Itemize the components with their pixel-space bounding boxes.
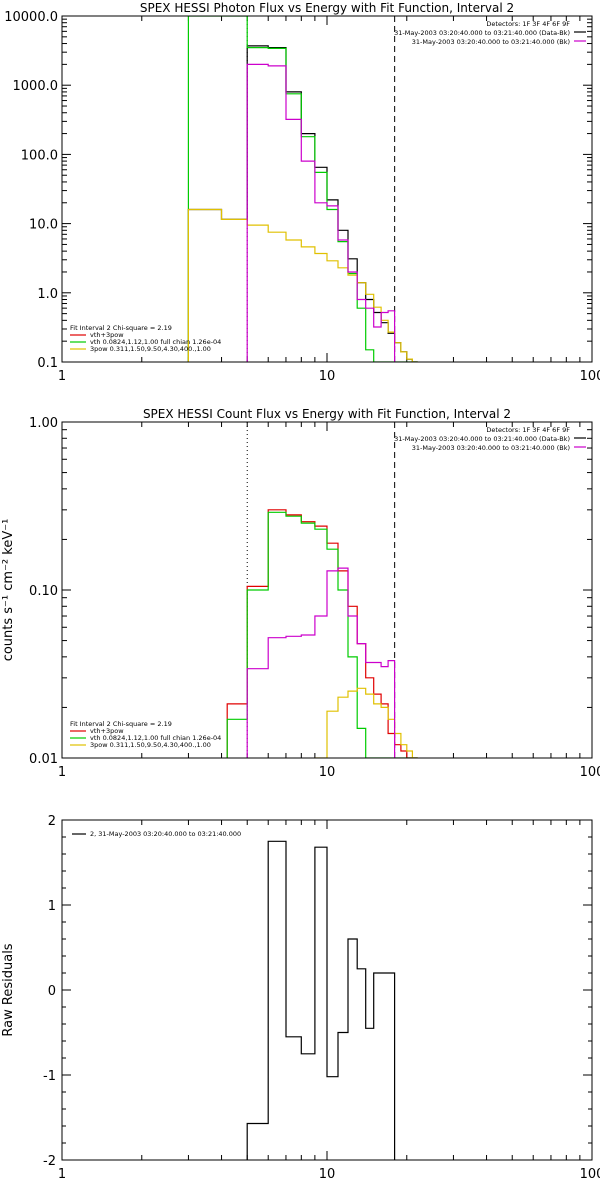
legend-entry: 2, 31-May-2003 03:20:40.000 to 03:21:40.…: [90, 830, 241, 838]
series-line: [246, 63, 396, 362]
x-tick-label: 1: [58, 1167, 66, 1182]
y-tick-label: 0.10: [29, 584, 58, 599]
plot-frame: [61, 421, 593, 759]
legend: 2, 31-May-2003 03:20:40.000 to 03:21:40.…: [72, 830, 241, 838]
legend-entry: 3pow 0.311,1.50,9.50,4.30,400.,1.00: [90, 741, 211, 749]
panel-photon: SPEX HESSI Photon Flux vs Energy with Fi…: [4, 1, 600, 384]
series-line: [187, 45, 418, 362]
series-line: [314, 687, 418, 758]
series-line: [246, 840, 396, 1160]
series-line: [226, 509, 418, 758]
legend: Fit Interval 2 Chi-square = 2.19vth+3pow…: [70, 324, 221, 353]
x-tick-label: 100: [580, 1167, 600, 1182]
legend-entry: 3pow 0.311,1.50,9.50,4.30,400.,1.00: [90, 345, 211, 353]
chart-title: SPEX HESSI Photon Flux vs Energy with Fi…: [140, 1, 514, 15]
series-group: [246, 840, 396, 1160]
legend: Fit Interval 2 Chi-square = 2.19vth+3pow…: [70, 720, 221, 749]
legend-entry: vth 0.0824,1.12,1.00 full chian 1.26e-04: [90, 734, 221, 742]
x-tick-label: 100: [580, 765, 600, 780]
x-tick-label: 10: [319, 1167, 336, 1182]
plot-frame: [61, 819, 593, 1161]
y-tick-label: 0.1: [37, 356, 58, 371]
y-tick-label: 1000.0: [13, 79, 59, 94]
panel-residuals: Raw Residuals110100210-1-22, 31-May-2003…: [1, 814, 600, 1182]
series-group: [226, 509, 418, 758]
series-line: [187, 16, 418, 362]
y-tick-label: 10000.0: [4, 10, 58, 25]
x-tick-label: 10: [319, 765, 336, 780]
y-tick-label: -2: [43, 1154, 56, 1169]
panel-count: SPEX HESSI Count Flux vs Energy with Fit…: [1, 407, 600, 780]
y-axis-label: Raw Residuals: [1, 943, 16, 1036]
header-line: 31-May-2003 03:20:40.000 to 03:21:40.000…: [412, 38, 570, 46]
header-line: 31-May-2003 03:20:40.000 to 03:21:40.000…: [394, 435, 570, 443]
y-axis: 2 1 0 -1 -2: [43, 814, 592, 1169]
y-tick-label: 1: [48, 899, 56, 914]
x-tick-label: 1: [58, 765, 66, 780]
chart-title: SPEX HESSI Count Flux vs Energy with Fit…: [143, 407, 511, 421]
legend-entry: vth+3pow: [90, 331, 124, 339]
y-axis: 1.00 0.10 0.01: [29, 416, 592, 767]
y-tick-label: 1.0: [37, 287, 58, 302]
series-group: [187, 16, 418, 362]
legend-title: Fit Interval 2 Chi-square = 2.19: [70, 324, 172, 332]
y-tick-label: -1: [43, 1069, 56, 1084]
y-tick-label: 1.00: [29, 416, 58, 431]
legend-entry: vth 0.0824,1.12,1.00 full chian 1.26e-04: [90, 338, 221, 346]
header-line: 31-May-2003 03:20:40.000 to 03:21:40.000…: [412, 444, 570, 452]
series-line: [187, 208, 418, 362]
y-axis: 10000.0 1000.0 100.0 10.0 1.0 0.1: [4, 10, 592, 371]
y-tick-label: 10.0: [29, 218, 58, 233]
legend-title: Fit Interval 2 Chi-square = 2.19: [70, 720, 172, 728]
series-line: [226, 511, 418, 758]
header-line: Detectors: 1F 3F 4F 6F 9F: [486, 426, 570, 434]
series-line: [246, 567, 396, 758]
header-line: Detectors: 1F 3F 4F 6F 9F: [486, 20, 570, 28]
y-axis-label: counts s⁻¹ cm⁻² keV⁻¹: [1, 519, 16, 662]
x-axis: 1 10 100: [58, 820, 600, 1182]
x-tick-label: 1: [58, 369, 66, 384]
legend-entry: vth+3pow: [90, 727, 124, 735]
plot-frame: [61, 15, 593, 363]
y-tick-label: 0: [48, 984, 56, 999]
x-tick-label: 100: [580, 369, 600, 384]
header-line: 31-May-2003 03:20:40.000 to 03:21:40.000…: [394, 29, 570, 37]
y-tick-label: 100.0: [21, 148, 58, 163]
y-tick-label: 0.01: [29, 752, 58, 767]
y-tick-label: 2: [48, 814, 56, 829]
x-tick-label: 10: [319, 369, 336, 384]
